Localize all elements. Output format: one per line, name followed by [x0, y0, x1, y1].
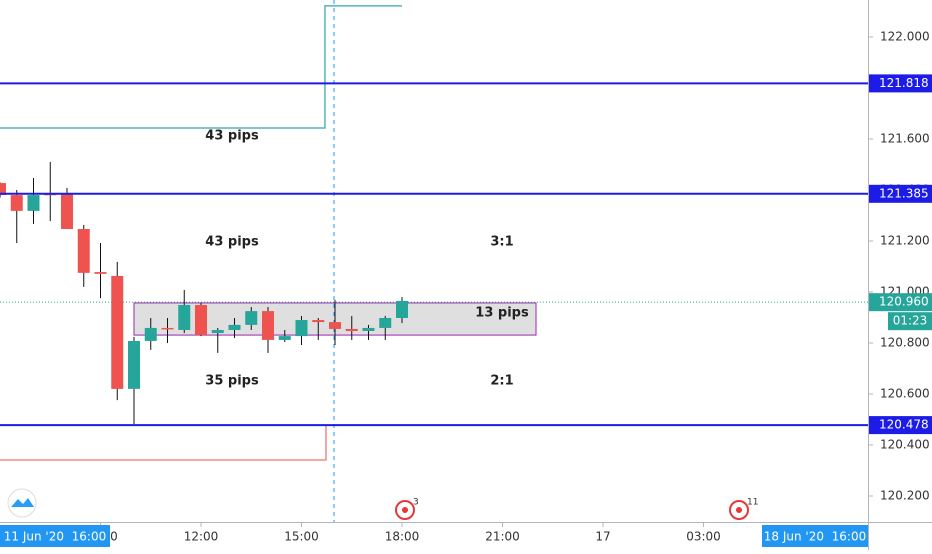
candle-body [0, 183, 6, 196]
annotation: 13 pips [475, 306, 529, 321]
x-tick-label: 15:00 [284, 530, 319, 544]
candle-body [345, 328, 358, 331]
current-price-label: 120.960 [879, 295, 929, 309]
candle-body [396, 300, 409, 318]
target-line [0, 5, 403, 129]
level-label-box [869, 74, 932, 93]
y-tick-label: 120.200 [880, 488, 930, 502]
candle-body [144, 327, 157, 341]
candle-body [195, 304, 208, 336]
y-tick-label: 122.000 [880, 29, 930, 43]
annotation: 43 pips [205, 129, 259, 144]
event-count: 11 [747, 498, 758, 508]
x-tick-label: 03:00 [686, 530, 721, 544]
date-label: 11 Jun '20 16:00 [4, 530, 106, 544]
y-tick-label: 121.200 [880, 233, 930, 247]
level-label: 121.818 [879, 76, 929, 90]
countdown-box [888, 312, 932, 331]
candle-body [111, 275, 124, 389]
candle-body [295, 320, 308, 337]
event-dot [402, 507, 408, 513]
y-tick-label: 120.400 [880, 437, 930, 451]
annotation: 35 pips [205, 374, 259, 389]
candle-body [10, 195, 23, 211]
candle-body [178, 304, 191, 330]
candle-body [228, 324, 241, 330]
x-tick-label: 17 [595, 530, 610, 544]
x-tick-label: 18:00 [385, 530, 420, 544]
candle-body [262, 311, 275, 340]
annotation: 3:1 [490, 235, 513, 250]
candle-body [329, 322, 342, 329]
date-label: 18 Jun '20 16:00 [764, 530, 866, 544]
candle-body [362, 327, 375, 331]
logo[interactable] [7, 488, 37, 518]
candle-body [94, 272, 107, 274]
x-tick-label: 21:00 [485, 530, 520, 544]
y-tick-label: 120.800 [880, 335, 930, 349]
candle-body [128, 340, 141, 389]
date-label-box [762, 525, 868, 547]
x-tick-label: 12:00 [184, 530, 219, 544]
stop-line [0, 425, 327, 461]
level-label-box [869, 416, 932, 435]
level-label: 120.478 [879, 418, 929, 432]
candle-body [61, 193, 74, 229]
level-label: 121.385 [879, 186, 929, 200]
candle-body [278, 336, 291, 340]
date-label-box [0, 525, 110, 547]
y-tick-label: 120.600 [880, 386, 930, 400]
event-dot [736, 507, 742, 513]
current-price-box [869, 293, 932, 312]
candle-body [77, 228, 90, 273]
y-tick-label: 121.600 [880, 131, 930, 145]
annotation: 43 pips [205, 235, 259, 250]
candle-body [161, 327, 174, 330]
candle-body [245, 311, 258, 325]
candle-body [211, 329, 224, 334]
candle-body [312, 320, 325, 323]
event-count: 3 [413, 498, 419, 508]
level-label-box [869, 184, 932, 203]
countdown-label: 01:23 [893, 314, 928, 328]
candle-body [27, 195, 40, 211]
annotation: 2:1 [490, 374, 513, 389]
candle-body [379, 317, 392, 328]
